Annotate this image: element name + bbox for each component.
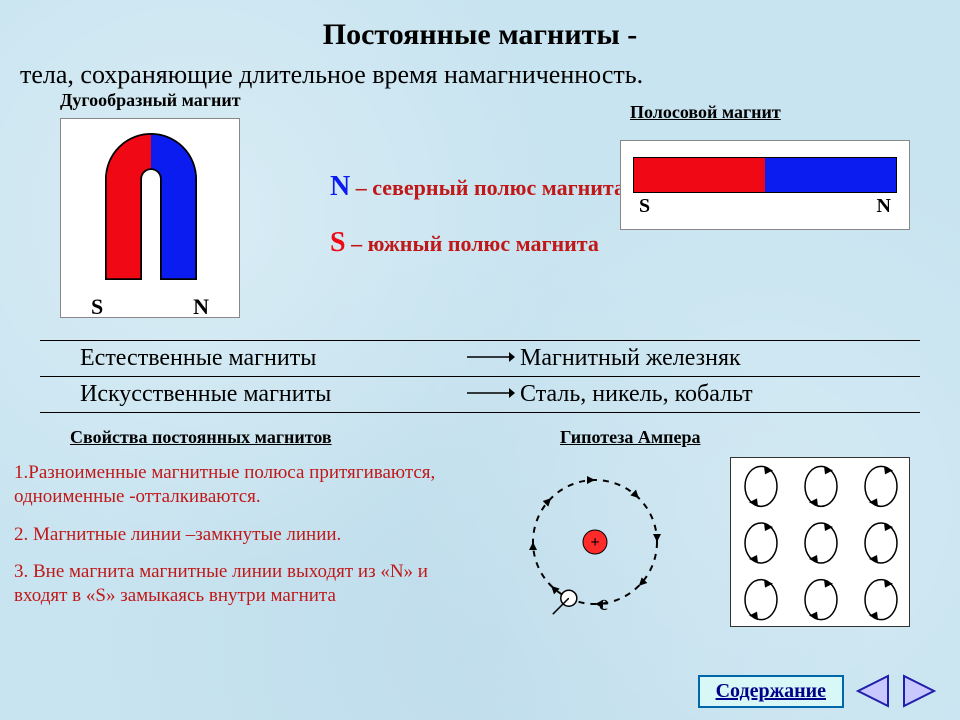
- horseshoe-n-label: N: [193, 294, 209, 320]
- table-cell-right: Сталь, никель, кобальт: [520, 381, 920, 408]
- table-cell-left: Искусственные магниты: [80, 381, 460, 408]
- page-subtitle: тела, сохраняющие длительное время намаг…: [0, 52, 960, 90]
- svg-text:+: +: [590, 534, 599, 551]
- ampere-grid: [730, 457, 910, 627]
- bar-n-label: N: [877, 195, 891, 218]
- def-n-symbol: N: [330, 171, 350, 202]
- nav-prev-icon[interactable]: [852, 672, 892, 710]
- properties-list: 1.Разноименные магнитные полюса притягив…: [14, 461, 464, 622]
- bar-label: Полосовой магнит: [630, 102, 781, 123]
- table-cell-right: Магнитный железняк: [520, 345, 920, 372]
- horseshoe-magnet: S N: [60, 118, 240, 318]
- upper-section: Дугообразный магнит Полосовой магнит S N…: [0, 90, 960, 340]
- table-row: Искусственные магниты Сталь, никель, коб…: [40, 377, 920, 412]
- bar-magnet: S N: [620, 140, 910, 230]
- def-s-text: – южный полюс магнита: [346, 231, 599, 256]
- nav-next-icon[interactable]: [900, 672, 940, 710]
- bar-s-label: S: [639, 195, 650, 218]
- hypothesis-heading: Гипотеза Ампера: [560, 427, 700, 448]
- pole-definitions: N – северный полюс магнита S – южный пол…: [330, 170, 625, 281]
- magnet-types-table: Естественные магниты Магнитный железняк …: [40, 340, 920, 413]
- svg-text:е: е: [599, 590, 609, 615]
- footer-nav: Содержание: [698, 672, 940, 710]
- page-title: Постоянные магниты -: [0, 0, 960, 52]
- def-s-symbol: S: [330, 227, 346, 258]
- property-item: 3. Вне магнита магнитные линии выходят и…: [14, 560, 464, 608]
- horseshoe-svg: [61, 119, 241, 289]
- atom-diagram: +е: [500, 457, 700, 637]
- bar-north-half: [765, 158, 896, 192]
- property-item: 2. Магнитные линии –замкнутые линии.: [14, 523, 464, 547]
- arrow-icon: [460, 381, 520, 408]
- bar-south-half: [634, 158, 765, 192]
- def-n-text: – северный полюс магнита: [350, 175, 625, 200]
- property-item: 1.Разноименные магнитные полюса притягив…: [14, 461, 464, 509]
- arrow-icon: [460, 345, 520, 372]
- contents-button[interactable]: Содержание: [698, 675, 844, 708]
- horseshoe-label: Дугообразный магнит: [60, 90, 241, 111]
- table-cell-left: Естественные магниты: [80, 345, 460, 372]
- horseshoe-s-label: S: [91, 294, 103, 320]
- table-row: Естественные магниты Магнитный железняк: [40, 341, 920, 376]
- properties-heading: Свойства постоянных магнитов: [70, 427, 332, 448]
- lower-section: Свойства постоянных магнитов Гипотеза Ам…: [0, 427, 960, 687]
